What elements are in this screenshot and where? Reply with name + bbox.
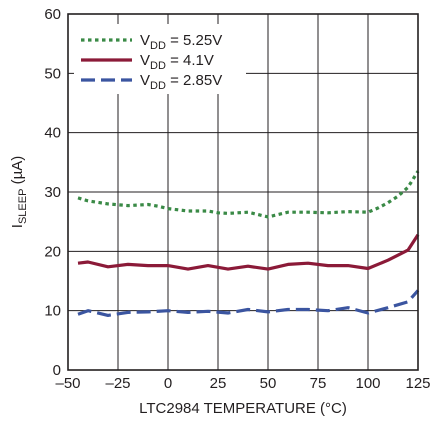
plot-frame (67, 13, 419, 371)
series-line (77, 233, 420, 271)
series-line (77, 289, 420, 317)
x-tick-label: –50 (55, 375, 80, 392)
y-tick-label: 60 (44, 6, 61, 23)
y-axis-title-main: I (9, 224, 26, 228)
legend-label-main: V (140, 72, 150, 89)
legend-label-value: = 5.25V (166, 32, 222, 49)
y-axis-title-subscript: SLEEP (17, 189, 29, 224)
y-tick-label: 40 (44, 125, 61, 142)
legend-label-value: = 4.1V (166, 52, 214, 69)
legend-label-subscript: DD (150, 60, 166, 72)
x-axis-title: LTC2984 TEMPERATURE (°C) (139, 400, 347, 417)
legend-label-subscript: DD (150, 40, 166, 52)
x-tick-label: –25 (105, 375, 130, 392)
x-tick-label: 25 (210, 375, 227, 392)
legend-label-subscript: DD (150, 80, 166, 92)
y-tick-label: 10 (44, 303, 61, 320)
x-tick-label: 100 (355, 375, 380, 392)
legend-label: VDD = 5.25V (140, 32, 222, 52)
series-line (77, 170, 420, 219)
y-tick-label: 30 (44, 184, 61, 201)
x-tick-label: 75 (310, 375, 327, 392)
legend-label: VDD = 4.1V (140, 52, 214, 72)
x-tick-labels: –50 –25 0 25 50 75 100 125 (55, 375, 430, 392)
y-tick-label: 50 (44, 65, 61, 82)
y-tick-label: 0 (53, 362, 61, 379)
x-tick-label: 125 (405, 375, 430, 392)
y-tick-label: 20 (44, 243, 61, 260)
legend-label: VDD = 2.85V (140, 72, 222, 92)
legend-label-main: V (140, 52, 150, 69)
x-tick-label: 0 (164, 375, 172, 392)
y-tick-labels: 0 10 20 30 40 50 60 (44, 6, 61, 379)
y-axis-title: ISLEEP (µA) (9, 156, 29, 228)
legend-label-main: V (140, 32, 150, 49)
legend-label-value: = 2.85V (166, 72, 222, 89)
y-axis-title-unit: (µA) (9, 156, 26, 189)
x-tick-label: 50 (260, 375, 277, 392)
series-layer (77, 170, 420, 317)
